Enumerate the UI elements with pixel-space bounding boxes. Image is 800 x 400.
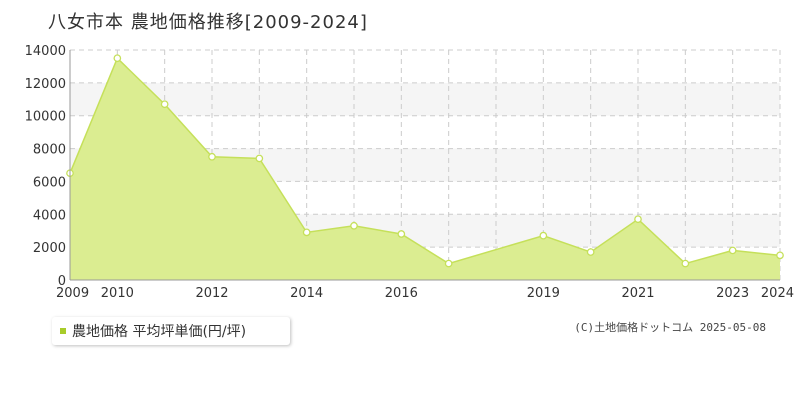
x-axis: 2009 2010 2012 2014 2016 2019 2021 2023 2024 — [56, 279, 794, 301]
data-point — [255, 154, 264, 163]
data-point — [350, 221, 358, 230]
x-tick-label: 2014 — [290, 286, 323, 301]
x-tick-label: 2012 — [195, 286, 228, 301]
data-point — [397, 230, 406, 238]
x-tick-label: 2010 — [101, 286, 134, 301]
data-point — [681, 259, 690, 268]
data-point — [113, 54, 122, 63]
chart-title: 八女市本 農地価格推移[2009-2024] — [48, 12, 368, 33]
y-tick-label: 10000 — [25, 110, 66, 125]
data-point — [208, 152, 216, 161]
y-tick-label: 8000 — [33, 143, 66, 158]
x-tick-label: 2021 — [621, 286, 654, 301]
y-axis: 0 2000 4000 6000 8000 10000 12000 14000 — [25, 44, 71, 289]
y-tick-label: 0 — [58, 274, 66, 289]
data-point — [302, 228, 311, 237]
y-tick-label: 2000 — [33, 241, 66, 256]
x-tick-label: 2024 — [761, 286, 794, 301]
x-tick-label: 2023 — [716, 286, 749, 301]
data-point — [728, 246, 737, 255]
data-point — [634, 215, 642, 224]
legend-label: 農地価格 平均坪単価(円/坪) — [72, 324, 247, 340]
y-tick-label: 4000 — [33, 208, 66, 223]
data-point — [776, 251, 784, 260]
y-tick-label: 14000 — [25, 44, 66, 59]
data-point — [444, 259, 453, 268]
grid-band — [70, 82, 780, 116]
y-tick-label: 12000 — [25, 77, 66, 92]
legend: 農地価格 平均坪単価(円/坪) — [52, 317, 290, 345]
x-tick-label: 2016 — [385, 286, 418, 301]
data-point — [539, 231, 548, 240]
x-tick-label: 2019 — [527, 286, 560, 301]
series-area — [70, 58, 780, 280]
legend-swatch — [60, 328, 66, 334]
data-point — [586, 248, 595, 256]
x-tick-label: 2009 — [56, 286, 89, 301]
y-tick-label: 6000 — [33, 175, 66, 190]
data-point — [160, 100, 169, 109]
markers-layer — [66, 54, 784, 268]
copyright-credit: (C)土地価格ドットコム 2025-05-08 — [574, 321, 766, 334]
